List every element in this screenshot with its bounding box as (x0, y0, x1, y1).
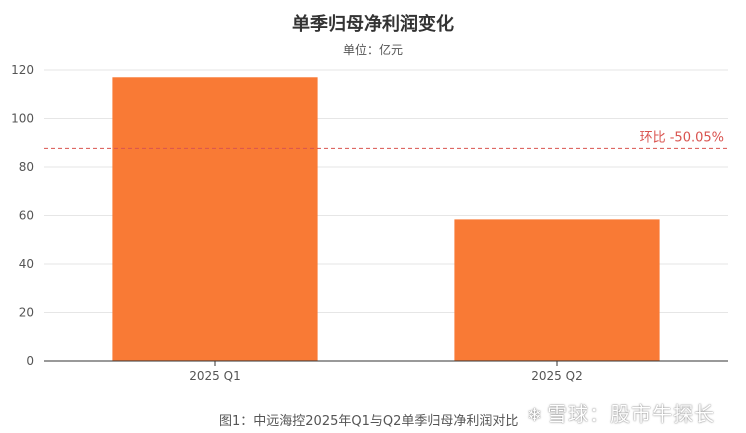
y-tick-label: 40 (19, 257, 34, 271)
y-tick-label: 20 (19, 306, 34, 320)
bar (112, 77, 318, 362)
watermark: ❄ 雪球：股市牛探长 (527, 398, 715, 427)
chart-subtitle: 单位：亿元 (342, 43, 403, 57)
reference-line-group: 环比 -50.05% (44, 130, 728, 149)
x-tick-label: 2025 Q1 (189, 369, 240, 383)
watermark-text: 雪球：股市牛探长 (547, 402, 716, 426)
bar (454, 219, 660, 361)
chart-title: 单季归母净利润变化 (292, 14, 454, 35)
bars (112, 77, 660, 362)
y-tick-label: 120 (11, 63, 34, 77)
y-tick-label: 80 (19, 160, 34, 174)
y-tick-label: 100 (11, 112, 34, 126)
x-tick-labels: 2025 Q1 2025 Q2 (189, 361, 583, 383)
x-tick-label: 2025 Q2 (531, 369, 582, 383)
y-tick-labels: 0 20 40 60 80 100 120 (11, 63, 34, 368)
figure-caption: 图1：中远海控2025年Q1与Q2单季归母净利润对比 (219, 414, 519, 429)
snowball-icon: ❄ (527, 405, 544, 426)
y-tick-label: 0 (26, 354, 34, 368)
y-tick-label: 60 (19, 209, 34, 223)
reference-line-label: 环比 -50.05% (640, 130, 724, 145)
